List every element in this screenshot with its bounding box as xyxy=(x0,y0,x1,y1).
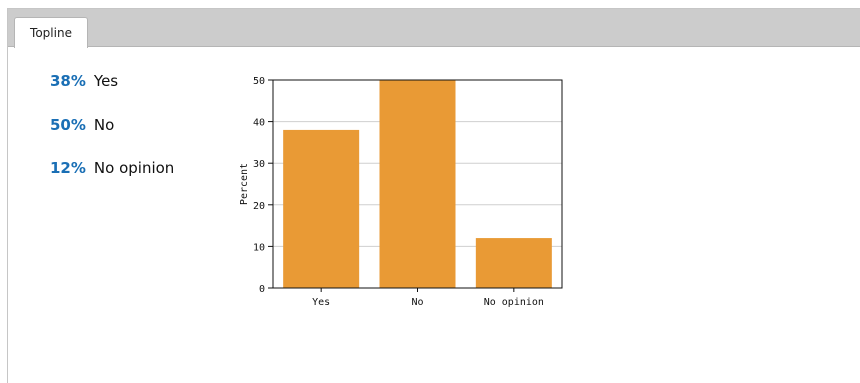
result-percent: 38% xyxy=(50,72,86,90)
tab-topline[interactable]: Topline xyxy=(14,17,88,48)
bar-no xyxy=(379,80,456,288)
y-tick-label: 30 xyxy=(253,159,265,170)
y-tick-label: 40 xyxy=(253,118,265,129)
result-label: Yes xyxy=(93,72,119,90)
y-tick-label: 20 xyxy=(253,201,265,212)
bar-chart: Yes No No opinion 0 10 20 30 40 50 Percent xyxy=(239,76,563,308)
tab-bar xyxy=(8,9,860,47)
result-row-no-opinion: 12% No opinion xyxy=(50,158,174,178)
x-tick-label: Yes xyxy=(312,297,330,308)
result-percent: 12% xyxy=(50,159,86,177)
result-percent: 50% xyxy=(50,116,86,134)
bar-yes xyxy=(283,129,360,288)
y-tick-label: 10 xyxy=(253,242,265,253)
result-label: No opinion xyxy=(93,159,175,177)
content-frame xyxy=(7,8,860,383)
result-label: No xyxy=(93,116,115,134)
bar-no-opinion xyxy=(475,238,552,288)
x-tick-label: No xyxy=(411,297,423,308)
x-tick-label: No opinion xyxy=(484,297,544,308)
result-row-no: 50% No xyxy=(50,115,114,135)
result-row-yes: 38% Yes xyxy=(50,71,118,91)
y-axis-label: Percent xyxy=(239,163,250,205)
y-tick-label: 0 xyxy=(259,284,265,295)
y-tick-label: 50 xyxy=(253,76,265,87)
